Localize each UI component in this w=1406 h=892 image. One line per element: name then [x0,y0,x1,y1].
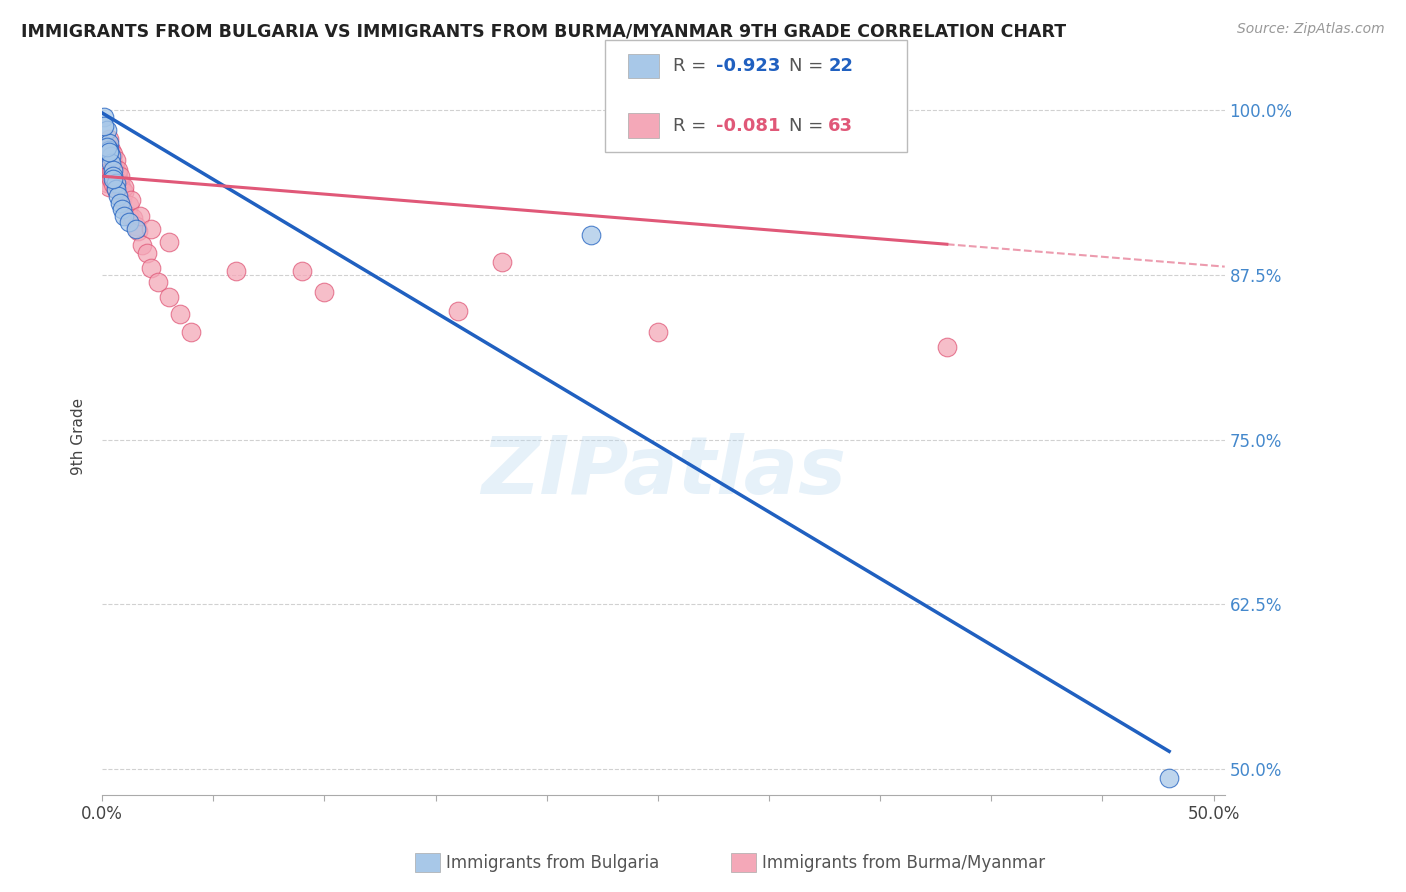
Point [108,169,131,184]
Point [291,264,314,278]
Text: -0.081: -0.081 [716,117,780,135]
Point [139,261,162,276]
Point [225,264,247,278]
Point [97,136,120,151]
Point [96,136,118,151]
Point [100,153,122,168]
Point [581,228,603,243]
Point [100,171,122,186]
Point [124,219,146,234]
Point [96,140,118,154]
Point [93,149,115,163]
Point [93,152,115,166]
Point [135,245,157,260]
Point [104,182,127,196]
Point [103,162,125,177]
Point [107,162,129,177]
Text: R =: R = [673,57,713,75]
Point [118,209,141,223]
Point [104,162,127,177]
Point [111,202,134,216]
Point [96,123,118,137]
Point [100,156,122,170]
Point [169,308,191,322]
Point [314,285,336,299]
Point [96,162,118,177]
Text: 63: 63 [828,117,853,135]
Point [180,325,202,339]
Point [108,195,131,210]
Point [103,169,125,184]
Point [114,179,136,194]
Text: R =: R = [673,117,713,135]
Point [104,171,127,186]
Point [100,149,122,163]
Point [96,156,118,170]
Point [146,275,169,289]
Point [118,215,141,229]
Point [97,149,120,163]
Point [97,179,120,194]
Point [97,159,120,173]
Text: Immigrants from Burma/Myanmar: Immigrants from Burma/Myanmar [762,854,1045,871]
Point [93,110,115,124]
Point [157,290,180,304]
Point [111,182,134,196]
Point [122,211,145,226]
Point [103,171,125,186]
Point [97,140,120,154]
Point [96,145,118,160]
Point [93,167,115,181]
Point [111,193,134,207]
Point [129,209,152,223]
Point [104,153,127,168]
Y-axis label: 9th Grade: 9th Grade [72,398,86,475]
Point [1159,771,1181,785]
Point [93,159,115,173]
Text: ZIPatlas: ZIPatlas [481,434,846,511]
Point [107,169,129,184]
Point [103,177,125,191]
Point [447,303,470,318]
Point [131,237,153,252]
Point [103,156,125,170]
Text: N =: N = [789,57,828,75]
Point [97,145,120,160]
Point [96,149,118,163]
Point [139,222,162,236]
Point [107,178,129,193]
Point [104,176,127,190]
Point [107,189,129,203]
Point [93,119,115,133]
Point [127,225,149,239]
Text: 22: 22 [828,57,853,75]
Point [97,145,120,160]
Point [118,198,141,212]
Point [114,209,136,223]
Point [935,340,957,354]
Point [114,185,136,199]
Point [93,143,115,157]
Point [103,165,125,179]
Point [647,325,669,339]
Point [100,143,122,157]
Point [96,176,118,190]
Point [104,182,127,196]
Text: -0.923: -0.923 [716,57,780,75]
Point [157,235,180,249]
Point [103,159,125,173]
Point [97,143,120,157]
Point [97,132,120,146]
Point [108,176,131,190]
Text: IMMIGRANTS FROM BULGARIA VS IMMIGRANTS FROM BURMA/MYANMAR 9TH GRADE CORRELATION : IMMIGRANTS FROM BULGARIA VS IMMIGRANTS F… [21,22,1066,40]
Point [120,193,142,207]
Point [491,254,513,268]
Text: Source: ZipAtlas.com: Source: ZipAtlas.com [1237,22,1385,37]
Point [97,169,120,184]
Point [124,222,146,236]
Text: Immigrants from Bulgaria: Immigrants from Bulgaria [446,854,659,871]
Point [103,146,125,161]
Point [100,162,122,177]
Text: N =: N = [789,117,828,135]
